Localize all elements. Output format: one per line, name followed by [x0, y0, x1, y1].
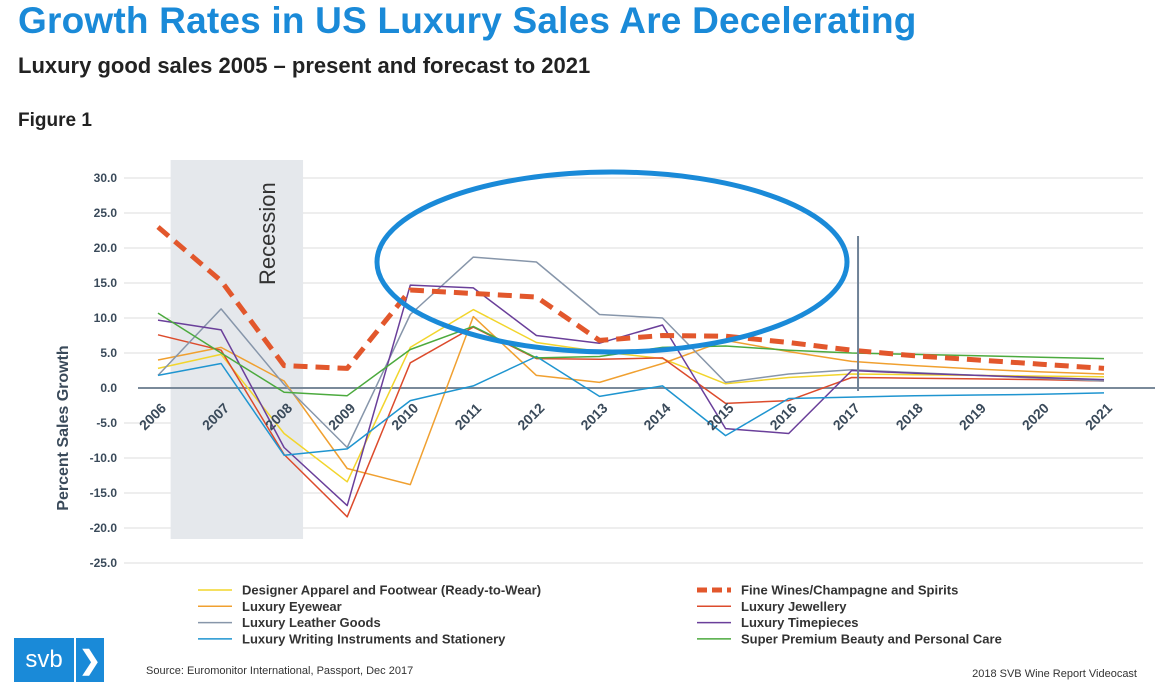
page-subtitle: Luxury good sales 2005 – present and for… [18, 53, 591, 78]
credit-note: 2018 SVB Wine Report Videocast [972, 668, 1137, 680]
x-tick-label: 2006 [136, 400, 169, 433]
series-line-5 [157, 284, 1105, 507]
x-tick-label: 2017 [830, 400, 863, 433]
legend-label-5: Luxury Timepieces [741, 615, 859, 630]
series-line-2 [157, 315, 1105, 486]
y-tick-label: -25.0 [90, 556, 118, 570]
figure-label: Figure 1 [18, 110, 92, 131]
legend: Designer Apparel and Footwear (Ready-to-… [198, 583, 1002, 646]
y-tick-label: 10.0 [94, 311, 118, 325]
y-tick-label: -15.0 [90, 486, 118, 500]
x-tick-label: 2014 [640, 400, 673, 433]
highlight-ellipse [374, 169, 850, 355]
chevron-right-icon: ❯ [76, 638, 104, 682]
y-tick-label: 30.0 [94, 171, 118, 185]
x-tick-label: 2019 [956, 400, 989, 433]
y-tick-label: 15.0 [94, 276, 118, 290]
y-axis-ticks: 30.0 25.0 20.0 15.0 10.0 5.0 0.0 -5.0 -10.0 -15.0… [90, 171, 118, 570]
legend-label-0: Designer Apparel and Footwear (Ready-to-… [242, 583, 541, 598]
y-tick-label: -10.0 [90, 451, 118, 465]
x-tick-label: 2013 [577, 400, 610, 433]
y-tick-label: 20.0 [94, 241, 118, 255]
legend-label-7: Super Premium Beauty and Personal Care [741, 631, 1002, 646]
legend-label-4: Luxury Leather Goods [242, 615, 381, 630]
legend-label-1: Fine Wines/Champagne and Spirits [741, 583, 958, 598]
x-tick-label: 2009 [325, 400, 358, 433]
series-line-1 [156, 225, 1105, 371]
recession-shade [170, 160, 304, 539]
y-axis-label: Percent Sales Growth [55, 345, 72, 510]
x-tick-label: 2021 [1082, 400, 1115, 433]
y-tick-label: 5.0 [100, 346, 117, 360]
page-title: Growth Rates in US Luxury Sales Are Dece… [18, 0, 917, 41]
series-line-3 [157, 326, 1105, 518]
annotations [374, 169, 860, 391]
source-note: Source: Euromonitor International, Passp… [146, 665, 414, 677]
legend-label-6: Luxury Writing Instruments and Stationer… [242, 631, 506, 646]
y-tick-label: -5.0 [96, 416, 117, 430]
svb-logo: svb ❯ [14, 638, 104, 682]
legend-label-3: Luxury Jewellery [741, 599, 847, 614]
logo-text: svb [14, 638, 74, 682]
recession-band: Recession [170, 160, 304, 539]
y-tick-label: -20.0 [90, 521, 118, 535]
y-tick-label: 25.0 [94, 206, 118, 220]
series-line-6 [157, 355, 1105, 456]
x-tick-label: 2015 [703, 400, 736, 433]
x-tick-label: 2012 [514, 400, 547, 433]
y-tick-label: 0.0 [100, 381, 117, 395]
x-tick-label: 2018 [893, 400, 926, 433]
legend-label-2: Luxury Eyewear [242, 599, 342, 614]
recession-label: Recession [255, 182, 280, 285]
x-tick-label: 2020 [1019, 400, 1052, 433]
x-tick-label: 2011 [451, 400, 484, 433]
